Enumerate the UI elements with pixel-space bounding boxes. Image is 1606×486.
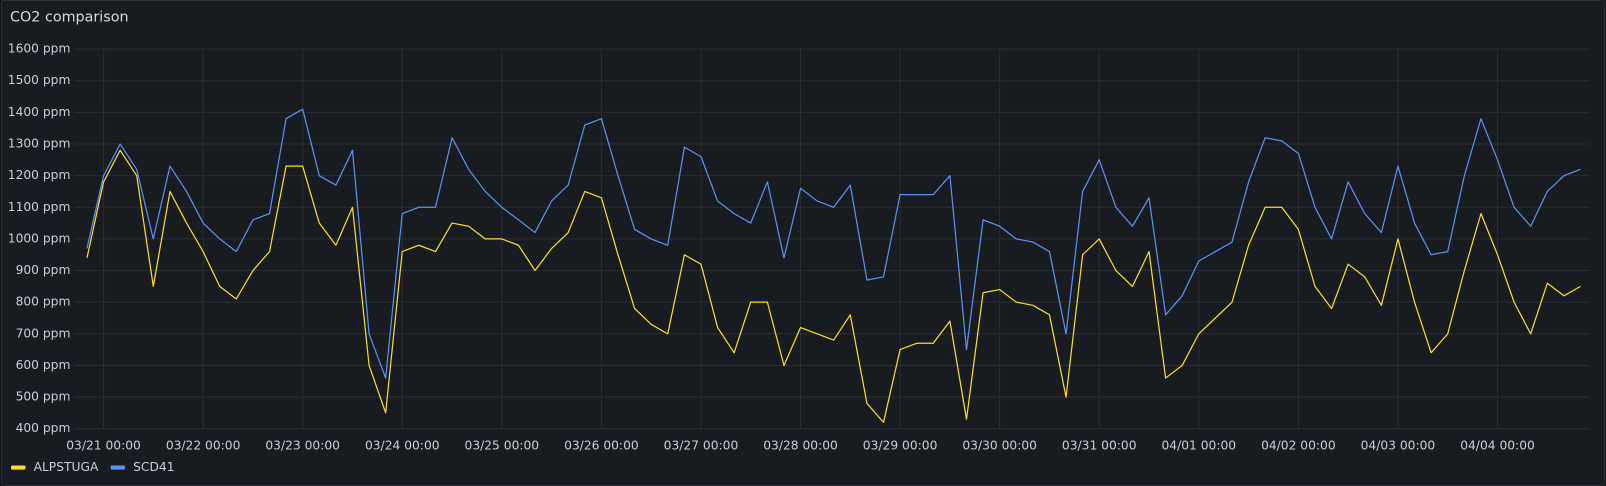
y-tick-label: 1500 ppm — [8, 73, 71, 87]
legend-swatch — [110, 465, 125, 470]
x-tick-label: 03/24 00:00 — [365, 439, 440, 453]
x-tick-label: 03/29 00:00 — [863, 439, 938, 453]
x-tick-label: 04/04 00:00 — [1460, 439, 1535, 453]
series-line — [86, 108, 1581, 379]
y-tick-label: 1600 ppm — [8, 42, 71, 56]
y-tick-label: 600 ppm — [16, 358, 71, 372]
x-tick-label: 03/25 00:00 — [465, 439, 540, 453]
panel-title: CO2 comparison — [10, 9, 128, 25]
y-tick-label: 1200 ppm — [8, 168, 71, 182]
x-tick-label: 04/03 00:00 — [1361, 439, 1436, 453]
legend-label: SCD41 — [133, 460, 174, 474]
x-tick-label: 04/02 00:00 — [1261, 439, 1336, 453]
y-tick-label: 1400 ppm — [8, 105, 71, 119]
y-tick-label: 1100 ppm — [8, 200, 71, 214]
legend-label: ALPSTUGA — [34, 460, 99, 474]
y-tick-label: 400 ppm — [16, 421, 71, 435]
x-tick-label: 03/30 00:00 — [962, 439, 1037, 453]
y-tick-label: 1000 ppm — [8, 231, 71, 245]
legend-swatch — [11, 465, 26, 470]
y-tick-label: 1300 ppm — [8, 137, 71, 151]
x-tick-label: 03/22 00:00 — [166, 439, 241, 453]
x-tick-label: 03/28 00:00 — [763, 439, 838, 453]
y-tick-label: 800 ppm — [16, 295, 71, 309]
x-tick-label: 03/26 00:00 — [564, 439, 639, 453]
x-tick-label: 03/31 00:00 — [1062, 439, 1137, 453]
y-tick-label: 500 ppm — [16, 390, 71, 404]
x-tick-label: 03/27 00:00 — [664, 439, 739, 453]
series-line — [86, 149, 1581, 423]
x-tick-label: 03/21 00:00 — [66, 439, 141, 453]
y-tick-label: 900 ppm — [16, 263, 71, 277]
x-tick-label: 03/23 00:00 — [265, 439, 340, 453]
x-tick-label: 04/01 00:00 — [1162, 439, 1237, 453]
y-tick-label: 700 ppm — [16, 326, 71, 340]
